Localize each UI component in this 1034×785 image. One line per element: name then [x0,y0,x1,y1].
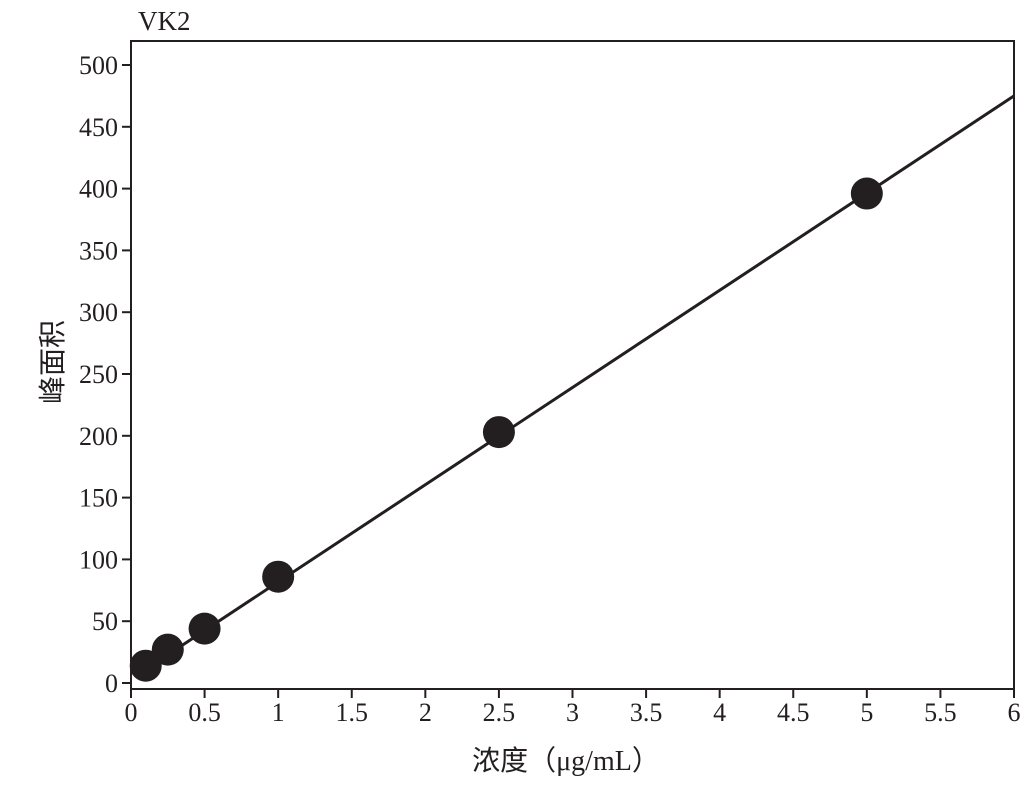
data-point [482,416,515,449]
x-tick-label: 2 [419,698,432,727]
x-tick-label: 4.5 [777,698,810,727]
x-tick-label: 0.5 [188,698,221,727]
x-tick-label: 5.5 [924,698,957,727]
x-axis: 0 0.5 1 1.5 2 2.5 3 3.5 4 4.5 5 5.5 6 [125,689,1021,727]
chart-title: VK2 [138,6,191,36]
y-tick-label: 250 [79,360,118,389]
y-tick-label: 450 [79,113,118,142]
x-tick-label: 1.5 [336,698,369,727]
x-tick-label: 3.5 [630,698,663,727]
x-tick-label: 1 [272,698,285,727]
x-tick-label: 3 [566,698,579,727]
data-point [850,177,883,210]
y-tick-label: 50 [92,607,118,636]
data-point [262,560,295,593]
y-tick-label: 350 [79,236,118,265]
x-axis-label: 浓度（μg/mL） [472,745,660,777]
y-tick-label: 200 [79,422,118,451]
x-tick-label: 2.5 [483,698,516,727]
data-point [151,633,184,666]
data-point [188,612,221,645]
x-tick-label: 0 [125,698,138,727]
y-tick-label: 100 [79,545,118,574]
y-tick-label: 500 [79,51,118,80]
y-tick-label: 0 [105,669,118,698]
y-axis-label: 峰面积 [37,320,69,404]
x-tick-label: 6 [1008,698,1021,727]
y-tick-label: 300 [79,298,118,327]
y-axis: 0 50 100 150 200 250 300 350 400 450 500 [79,51,131,698]
x-tick-label: 5 [860,698,873,727]
x-tick-label: 4 [713,698,726,727]
y-tick-label: 150 [79,484,118,513]
plot-area [129,94,1015,682]
y-tick-label: 400 [79,175,118,204]
data-point [129,649,162,682]
